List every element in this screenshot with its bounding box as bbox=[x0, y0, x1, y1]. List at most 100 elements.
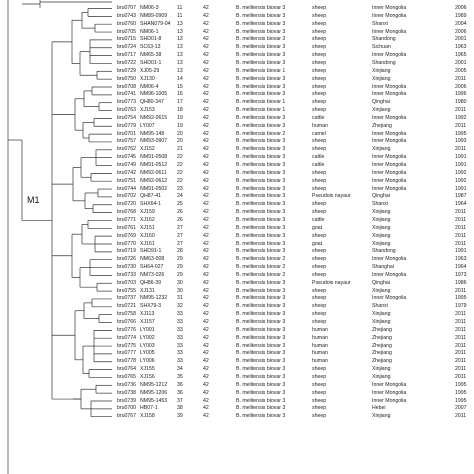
cell-host: sheep bbox=[312, 67, 327, 74]
cell-species: B. melitensis biovar 1 bbox=[236, 99, 286, 106]
cell-location: Inner Mongolia bbox=[372, 397, 407, 404]
cell-loci: 42 bbox=[203, 99, 209, 106]
table-row: bru0739 NM95-1453 37 42 B. melitensis biovar… bbox=[0, 398, 474, 405]
cell-id: bru0737 bbox=[117, 295, 137, 302]
cell-mlva: 30 bbox=[177, 279, 183, 286]
cell-year: 1991 bbox=[455, 248, 467, 255]
cell-location: Inner Mongolia bbox=[372, 138, 407, 145]
cell-mlva: 27 bbox=[177, 224, 183, 231]
cell-mlva: 26 bbox=[177, 216, 183, 223]
cell-mlva: 13 bbox=[177, 20, 183, 27]
table-row: bru0754 NM92-0615 19 42 B. melitensis biovar… bbox=[0, 115, 474, 122]
cell-location: Sichuan bbox=[372, 44, 391, 51]
cell-location: Inner Mongolia bbox=[372, 130, 407, 137]
cell-host: sheep bbox=[312, 287, 327, 294]
cell-id: bru0767 bbox=[117, 413, 137, 420]
cell-id: bru0758 bbox=[117, 311, 137, 318]
cell-host: sheep bbox=[312, 405, 327, 412]
cell-location: Xinjiang bbox=[372, 373, 391, 380]
cell-loci: 42 bbox=[203, 59, 209, 66]
cell-id: bru0715 bbox=[117, 36, 137, 43]
cell-id: bru0773 bbox=[117, 99, 137, 106]
cell-species: B. melitensis biovar 3 bbox=[236, 154, 286, 161]
cell-mlva: 13 bbox=[177, 67, 183, 74]
cell-location: Shanxi bbox=[372, 303, 388, 310]
cell-strain: HB07-1 bbox=[140, 405, 158, 412]
cell-year: 2011 bbox=[455, 107, 467, 114]
cell-id: bru0719 bbox=[117, 248, 137, 255]
cell-species: B. melitensis biovar 3 bbox=[236, 413, 286, 420]
cell-year: 2006 bbox=[455, 5, 467, 11]
cell-strain: NM91-0508 bbox=[140, 154, 168, 161]
cell-species: B. melitensis biovar 1 bbox=[236, 67, 286, 74]
cell-location: Xinjiang bbox=[372, 366, 391, 373]
cell-strain: XJ156 bbox=[140, 373, 155, 380]
cell-mlva: 36 bbox=[177, 389, 183, 396]
cell-species: B. melitensis biovar 3 bbox=[236, 193, 286, 200]
cell-year: 2006 bbox=[455, 28, 467, 35]
cell-species: B. melitensis biovar 3 bbox=[236, 28, 286, 35]
cell-mlva: 26 bbox=[177, 209, 183, 216]
cell-location: Zhejiang bbox=[372, 334, 392, 341]
cell-mlva: 27 bbox=[177, 232, 183, 239]
cell-loci: 42 bbox=[203, 381, 209, 388]
cell-id: bru0700 bbox=[117, 405, 137, 412]
table-row: bru0749 NM91-0512 22 42 B. melitensis biovar… bbox=[0, 162, 474, 169]
cell-year: 2004 bbox=[455, 20, 467, 27]
table-row: bru0737 NM95-1232 31 42 B. melitensis biovar… bbox=[0, 295, 474, 302]
cell-host: sheep bbox=[312, 381, 327, 388]
cell-year: 1995 bbox=[455, 295, 467, 302]
cell-loci: 42 bbox=[203, 107, 209, 114]
cell-species: B. melitensis biovar 3 bbox=[236, 240, 286, 247]
cell-strain: NM06-3 bbox=[140, 5, 159, 11]
cell-mlva: 11 bbox=[177, 12, 183, 19]
cell-mlva: 21 bbox=[177, 146, 183, 153]
cell-host: Pseudois nayaur bbox=[312, 279, 351, 286]
cell-host: cattle bbox=[312, 216, 325, 223]
cell-species: B. melitensis biovar 3 bbox=[236, 75, 286, 82]
cell-id: bru0761 bbox=[117, 224, 137, 231]
cell-mlva: 33 bbox=[177, 326, 183, 333]
cell-year: 2011 bbox=[455, 350, 467, 357]
cell-loci: 42 bbox=[203, 334, 209, 341]
cell-year: 1991 bbox=[455, 162, 467, 168]
cell-year: 1986 bbox=[455, 279, 467, 286]
table-row: bru0774 LY002 33 42 B. melitensis biovar 3 hu… bbox=[0, 335, 474, 342]
table-row: bru0719 SHD91-1 28 42 B. melitensis biovar 3… bbox=[0, 248, 474, 255]
cell-species: B. melitensis biovar 3 bbox=[236, 44, 286, 51]
table-row: bru0742 NM92-0611 22 42 B. melitensis biovar… bbox=[0, 170, 474, 177]
cell-location: Zhejiang bbox=[372, 342, 392, 349]
table-row: bru0726 NM63-008 29 42 B. melitensis biovar … bbox=[0, 256, 474, 263]
cell-year: 2011 bbox=[455, 319, 467, 325]
cell-host: sheep bbox=[312, 91, 327, 98]
cell-year: 2011 bbox=[455, 366, 467, 373]
cell-species: B. melitensis biovar 2 bbox=[236, 256, 286, 263]
cell-mlva: 22 bbox=[177, 154, 183, 161]
cell-year: 1987 bbox=[455, 193, 467, 200]
cell-host: sheep bbox=[312, 185, 327, 192]
cell-location: Inner Mongolia bbox=[372, 114, 407, 121]
cell-mlva: 25 bbox=[177, 201, 183, 208]
cell-species: B. melitensis biovar 3 bbox=[236, 358, 286, 365]
cell-id: bru0777 bbox=[117, 350, 137, 357]
table-row: bru0773 QH80-347 17 42 B. melitensis biovar … bbox=[0, 99, 474, 106]
cell-year: 1995 bbox=[455, 397, 467, 404]
cell-loci: 42 bbox=[203, 169, 209, 176]
cell-mlva: 28 bbox=[177, 248, 183, 255]
cell-strain: XJ161 bbox=[140, 240, 155, 247]
cell-strain: SH64-027 bbox=[140, 264, 164, 271]
cell-host: goat bbox=[312, 240, 323, 247]
cell-strain: NM92-0611 bbox=[140, 169, 167, 176]
cell-species: B. melitensis biovar 3 bbox=[236, 350, 286, 357]
cell-strain: SHD01-1 bbox=[140, 59, 162, 66]
cell-strain: NM06-4 bbox=[140, 83, 159, 90]
cell-species: B. melitensis biovar 3 bbox=[236, 373, 286, 380]
cell-mlva: 19 bbox=[177, 122, 183, 129]
cell-loci: 42 bbox=[203, 232, 209, 239]
cell-id: bru0764 bbox=[117, 366, 137, 373]
cell-strain: LY007 bbox=[140, 122, 155, 129]
cell-year: 2011 bbox=[455, 287, 467, 294]
cell-strain: SC63-13 bbox=[140, 44, 161, 51]
cell-year: 1963 bbox=[455, 256, 467, 263]
cell-mlva: 31 bbox=[177, 295, 183, 302]
